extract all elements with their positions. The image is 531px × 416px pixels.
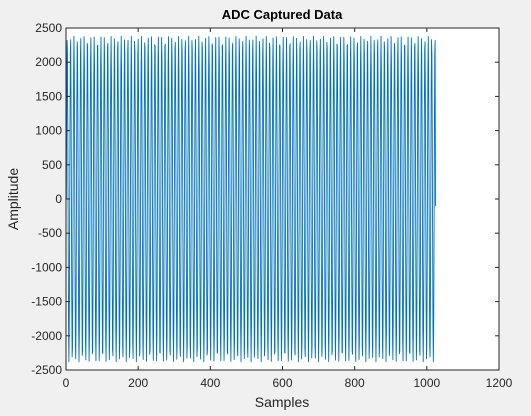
adc-signal-line [65,35,436,363]
chart-title: ADC Captured Data [222,7,343,22]
y-axis-label: Amplitude [5,168,21,230]
y-tick-label: 1500 [35,89,62,103]
y-axis-ticks: -2500 -2000 -1500 -1000 -500 0 500 1000 1500 2000… [31,21,499,377]
y-tick-label: 500 [42,158,62,172]
y-tick-label: -2000 [31,329,62,343]
series-layer [65,35,436,363]
x-axis-ticks: 0 200 400 600 800 1000 1200 [63,28,513,390]
y-tick-label: -500 [38,226,62,240]
x-tick-label: 600 [272,376,292,390]
x-tick-label: 800 [345,376,365,390]
y-tick-label: 0 [55,192,62,206]
x-tick-label: 0 [63,376,70,390]
y-tick-label: 2500 [35,21,62,35]
y-tick-label: -1000 [31,260,62,274]
y-tick-label: 1000 [35,124,62,138]
y-tick-label: -2500 [31,363,62,377]
x-tick-label: 200 [128,376,148,390]
y-tick-label: -1500 [31,295,62,309]
x-tick-label: 1200 [486,376,513,390]
y-tick-label: 2000 [35,55,62,69]
x-tick-label: 400 [200,376,220,390]
x-tick-label: 1000 [413,376,440,390]
x-axis-label: Samples [255,394,309,410]
